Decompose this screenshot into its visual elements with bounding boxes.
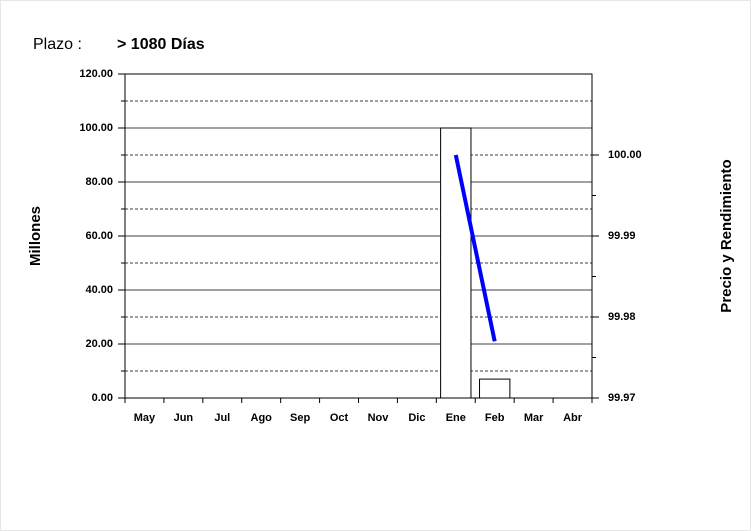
y2-tick-label: 99.99 [608,230,636,242]
x-tick-label: Dic [408,412,425,424]
y2-axis-label: Precio y Rendimiento [718,159,735,312]
y-tick-label: 80.00 [85,176,113,188]
x-tick-label: Ene [446,412,466,424]
x-tick-label: Ago [251,412,273,424]
x-tick-label: Abr [563,412,583,424]
y-tick-label: 20.00 [85,338,113,350]
y2-tick-label: 100.00 [608,149,642,161]
y-tick-label: 60.00 [85,230,113,242]
bar [479,378,511,399]
x-tick-label: May [134,412,156,424]
y-tick-label: 40.00 [85,284,113,296]
x-tick-label: Oct [330,412,349,424]
chart-subtitle: > 1080 Días [117,36,205,53]
y-tick-label: 100.00 [79,122,113,134]
x-tick-label: Feb [485,412,505,424]
x-tick-label: Jul [214,412,230,424]
y-axis-label: Millones [27,206,44,266]
bar [440,127,472,399]
x-tick-label: Sep [290,412,310,424]
x-tick-label: Mar [524,412,544,424]
y-tick-label: 0.00 [92,392,113,404]
y-tick-label: 120.00 [79,68,113,80]
x-tick-label: Nov [368,412,390,424]
line [453,154,497,342]
y2-tick-label: 99.97 [608,392,636,404]
x-tick-label: Jun [174,412,194,424]
chart-title: Plazo : [33,36,82,53]
y2-tick-label: 99.98 [608,311,636,323]
